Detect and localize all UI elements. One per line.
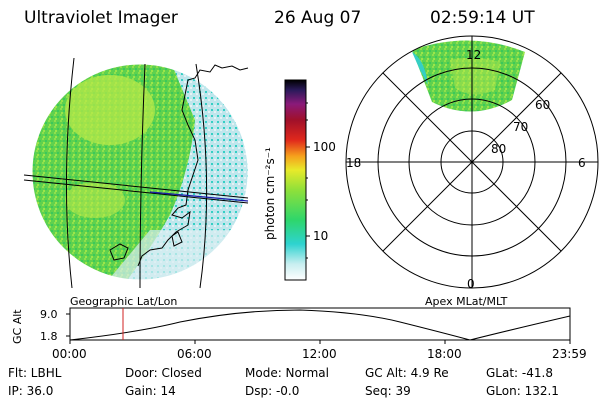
status-dsp: Dsp: -0.0 — [245, 384, 300, 398]
mlt-label-6: 6 — [578, 156, 586, 170]
xtick-0600: 06:00 — [177, 347, 212, 361]
xtick-1200: 12:00 — [302, 347, 337, 361]
polar-image — [412, 40, 525, 112]
xtick-0000: 00:00 — [52, 347, 87, 361]
mlt-label-18: 18 — [346, 156, 362, 170]
colorbar-ticks — [306, 102, 310, 259]
mlt-label-12: 12 — [466, 48, 482, 62]
mlat-label-80: 80 — [491, 142, 507, 156]
colorbar — [284, 79, 307, 281]
status-gc-alt: GC Alt: 4.9 Re — [365, 366, 449, 380]
satellite-track — [23, 174, 249, 204]
instrument-title: Ultraviolet Imager — [24, 8, 178, 28]
status-ip: IP: 36.0 — [8, 384, 54, 398]
altitude-axis-ticks — [66, 313, 571, 344]
status-glon: GLon: 132.1 — [486, 384, 559, 398]
status-mode: Mode: Normal — [245, 366, 329, 380]
mlat-label-70: 70 — [513, 120, 529, 134]
status-flt: Flt: LBHL — [8, 366, 62, 380]
xtick-1800: 18:00 — [427, 347, 462, 361]
polar-grid — [345, 35, 599, 289]
apex-label: Apex MLat/MLT — [425, 295, 508, 308]
xtick-2359: 23:59 — [552, 347, 587, 361]
altitude-curve — [69, 309, 571, 341]
colorbar-unit-label: photon cm⁻²s⁻¹ — [263, 147, 277, 240]
mlat-label-60: 60 — [535, 98, 551, 112]
altitude-plot-frame — [69, 307, 571, 341]
status-seq: Seq: 39 — [365, 384, 411, 398]
mlt-label-0: 0 — [467, 277, 475, 291]
coastline — [109, 64, 249, 267]
colorbar-tick-10: 10 — [313, 229, 329, 243]
status-door: Door: Closed — [125, 366, 202, 380]
time-label: 02:59:14 UT — [430, 8, 535, 28]
date-label: 26 Aug 07 — [274, 8, 362, 28]
altitude-ytick-9: 9.0 — [40, 308, 58, 321]
altitude-ytick-1: 1.8 — [40, 330, 58, 343]
colorbar-tick-100: 100 — [313, 140, 336, 154]
status-gain: Gain: 14 — [125, 384, 176, 398]
status-glat: GLat: -41.8 — [486, 366, 553, 380]
geographic-label: Geographic Lat/Lon — [70, 295, 178, 308]
altitude-ylabel: GC Alt — [11, 309, 24, 344]
